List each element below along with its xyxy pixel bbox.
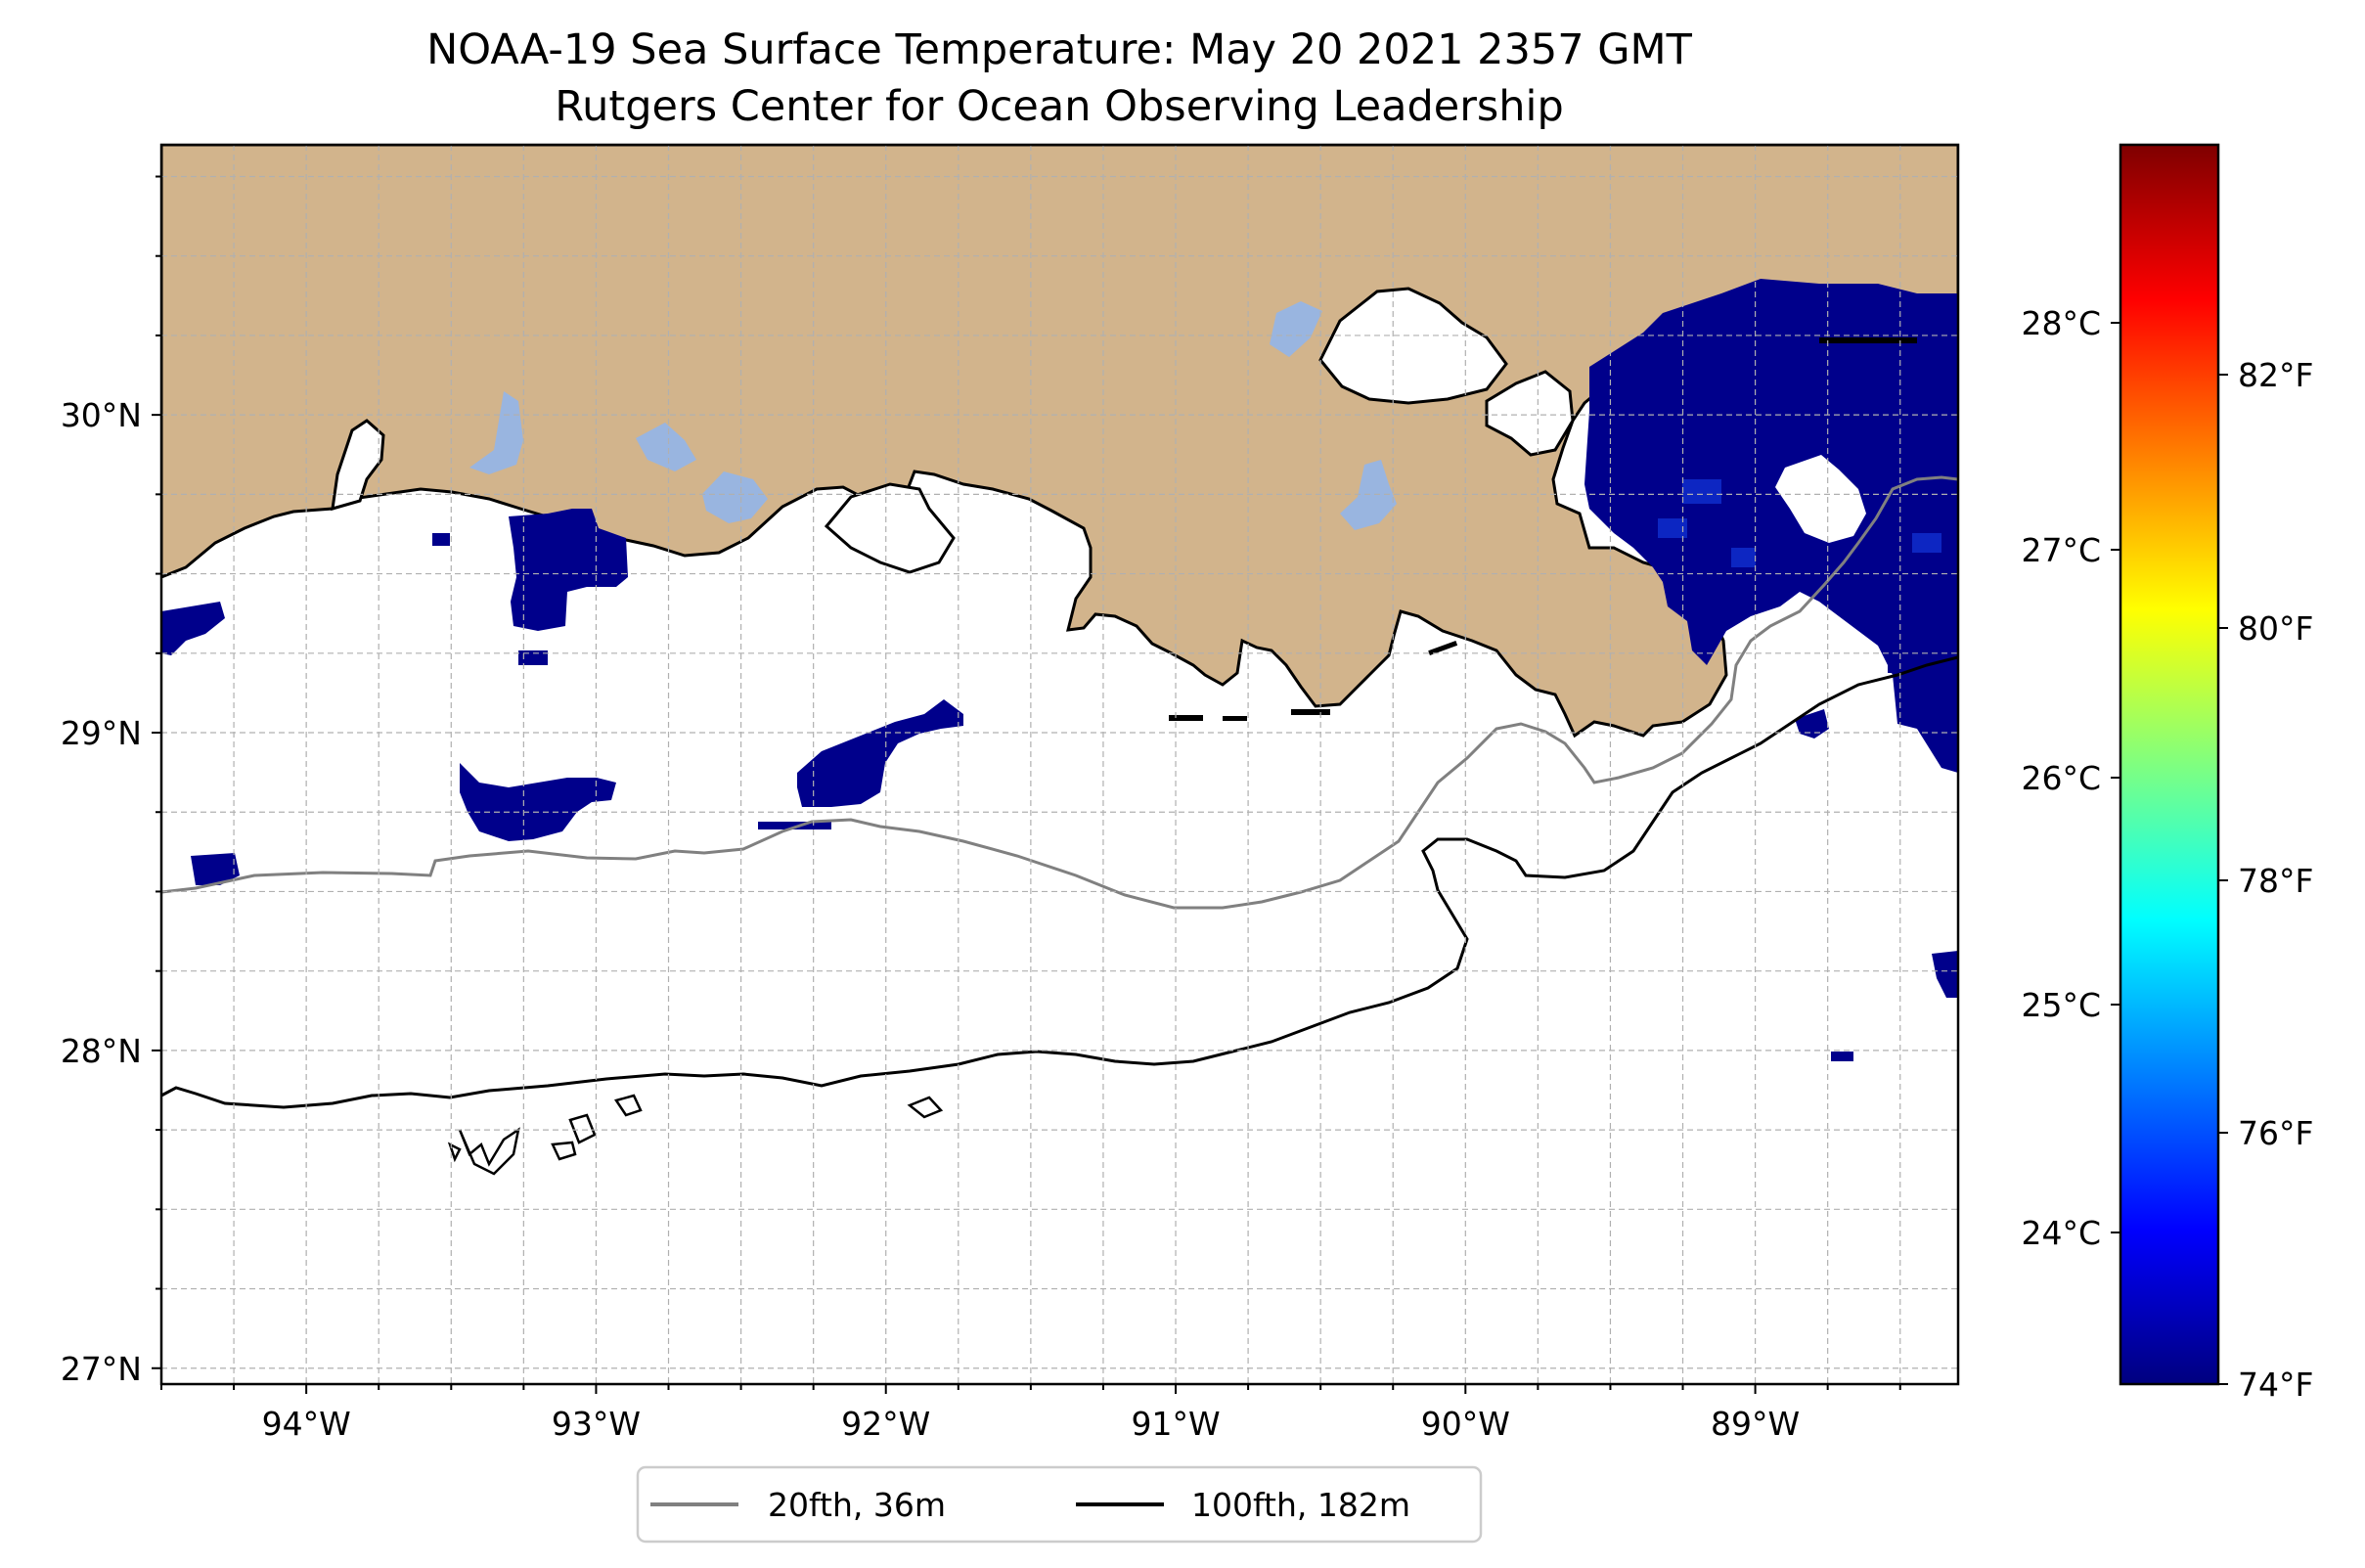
colorbar-gradient [2119,143,2220,1386]
lon-tick-label: 94°W [262,1405,351,1443]
map-subtitle: Rutgers Center for Ocean Observing Leade… [555,82,1564,131]
colorbar-fahrenheit-axis: 82°F 80°F 78°F 76°F 74°F [2218,356,2313,1404]
inland-lake [1340,460,1397,530]
fahrenheit-tick-label: 74°F [2238,1366,2313,1404]
legend-label-100fth: 100fth, 182m [1191,1486,1410,1524]
barrier-island [1819,337,1917,343]
lake-borgne [1485,370,1575,457]
sst-patch [509,509,628,631]
sst-patch [432,533,450,546]
isobath-islet [458,1127,520,1176]
fahrenheit-tick-label: 82°F [2238,356,2313,394]
isobath-20fth [161,475,1958,910]
inland-lake [1270,301,1322,357]
lat-tick-label: 29°N [61,714,142,752]
map-title: NOAA-19 Sea Surface Temperature: May 20 … [426,25,1693,74]
isobath-islet [568,1113,597,1144]
colorbar-celsius-axis: 28°C 27°C 26°C 25°C 24°C [2021,304,2120,1252]
lon-tick-label: 93°W [552,1405,641,1443]
lon-tick-label: 89°W [1711,1405,1800,1443]
celsius-tick-label: 24°C [2021,1214,2101,1252]
celsius-tick-label: 25°C [2021,986,2101,1024]
isobath-100fth [161,655,1958,1109]
lat-tick-label: 30°N [61,396,142,434]
sst-patch [797,699,963,807]
legend-label-20fth: 20fth, 36m [768,1486,946,1524]
sst-patch [460,763,616,841]
sst-patch [1888,655,1905,673]
sst-patch [161,602,225,655]
fahrenheit-tick-label: 76°F [2238,1114,2313,1152]
sst-speckle [1658,518,1687,538]
barrier-island [1223,716,1247,721]
gridlines [161,145,1958,1384]
sst-warm-speckle [1658,479,1941,567]
lat-tick-label: 28°N [61,1032,142,1070]
sst-patch [1775,455,1866,543]
land-mass [161,145,1958,739]
isobath-islet [614,1094,643,1117]
colorbar: 28°C 27°C 26°C 25°C 24°C 82°F 80°F 78°F 76°F 74°… [2021,143,2313,1404]
sst-patch [518,650,548,665]
isobath-islets [447,1094,944,1176]
celsius-tick-label: 26°C [2021,759,2101,797]
sst-patch [1584,279,1958,773]
isobath-legend: 20fth, 36m 100fth, 182m [636,1465,1483,1544]
sst-speckle [1682,479,1721,504]
isobath-islet [447,1142,462,1163]
sst-data [161,279,1958,1061]
calcasieu-lake [331,419,385,512]
map-area [161,145,1958,1384]
sst-speckle [1912,533,1941,553]
isobath-islet [551,1141,577,1161]
lake-pontchartrain [1318,287,1508,405]
isobath-islet [907,1096,944,1119]
barrier-island [1291,709,1330,715]
fahrenheit-tick-label: 78°F [2238,862,2313,900]
map-frame [159,143,1960,1386]
fahrenheit-tick-label: 80°F [2238,609,2313,648]
inland-lake [469,391,523,474]
celsius-tick-label: 28°C [2021,304,2101,342]
inland-lake [702,471,768,523]
barrier-islands [1169,337,1917,721]
celsius-tick-label: 27°C [2021,531,2101,569]
longitude-axis: 94°W 93°W 92°W 91°W 90°W 89°W [160,1384,1901,1443]
sst-patch [1932,951,1958,998]
latitude-axis: 27°N 28°N 29°N 30°N [61,175,161,1388]
inland-lake [636,423,696,471]
lat-tick-label: 27°N [61,1350,142,1388]
legend-box [636,1465,1483,1544]
lon-tick-label: 90°W [1421,1405,1510,1443]
sst-speckle [1731,548,1756,567]
sst-patch [191,853,240,885]
barrier-island [1428,640,1458,655]
sst-patch [1831,1052,1853,1061]
barrier-island [1169,715,1203,721]
lon-tick-label: 91°W [1131,1405,1220,1443]
vermilion-bay [824,482,956,574]
lon-tick-label: 92°W [841,1405,930,1443]
